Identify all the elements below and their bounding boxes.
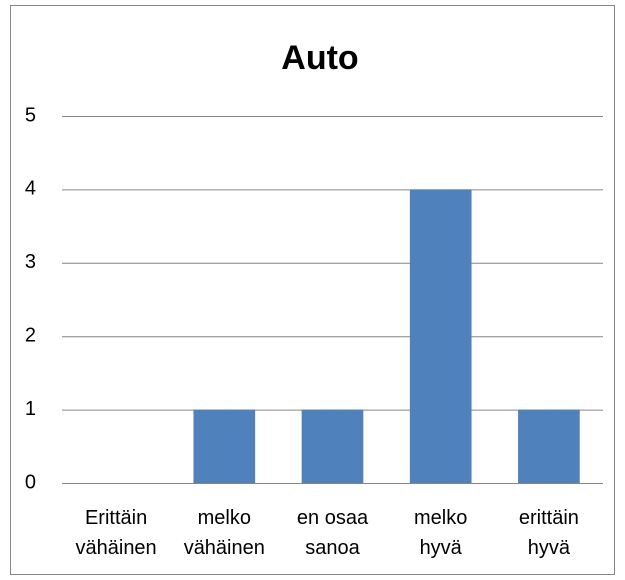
x-tick-label: melko vähäinen bbox=[183, 507, 265, 559]
chart-title: Auto bbox=[281, 39, 358, 77]
y-tick-label: 1 bbox=[25, 398, 36, 420]
x-tick-label-box: en osaa sanoa bbox=[296, 507, 369, 559]
bar bbox=[409, 189, 472, 483]
x-tick-label-box: melko vähäinen bbox=[183, 507, 265, 559]
chart-border bbox=[10, 5, 615, 575]
x-tick-label: erittäin hyvä bbox=[518, 507, 579, 559]
y-tick-label: 5 bbox=[25, 104, 36, 126]
x-tick-label: melko hyvä bbox=[414, 507, 468, 559]
bar bbox=[193, 409, 256, 483]
x-tick-label-box: erittäin hyvä bbox=[518, 507, 579, 559]
y-tick-label: 0 bbox=[25, 471, 36, 493]
bar bbox=[518, 409, 580, 483]
x-tick-label: Erittäin vähäinen bbox=[75, 507, 157, 559]
y-tick-label: 2 bbox=[25, 324, 36, 346]
y-tick-label: 3 bbox=[25, 251, 36, 273]
y-tick-label: 4 bbox=[25, 178, 36, 200]
x-tick-label-box: Erittäin vähäinen bbox=[75, 507, 157, 559]
bar bbox=[301, 409, 364, 483]
x-tick-label-box: melko hyvä bbox=[414, 507, 468, 559]
x-tick-label: en osaa sanoa bbox=[296, 507, 369, 559]
